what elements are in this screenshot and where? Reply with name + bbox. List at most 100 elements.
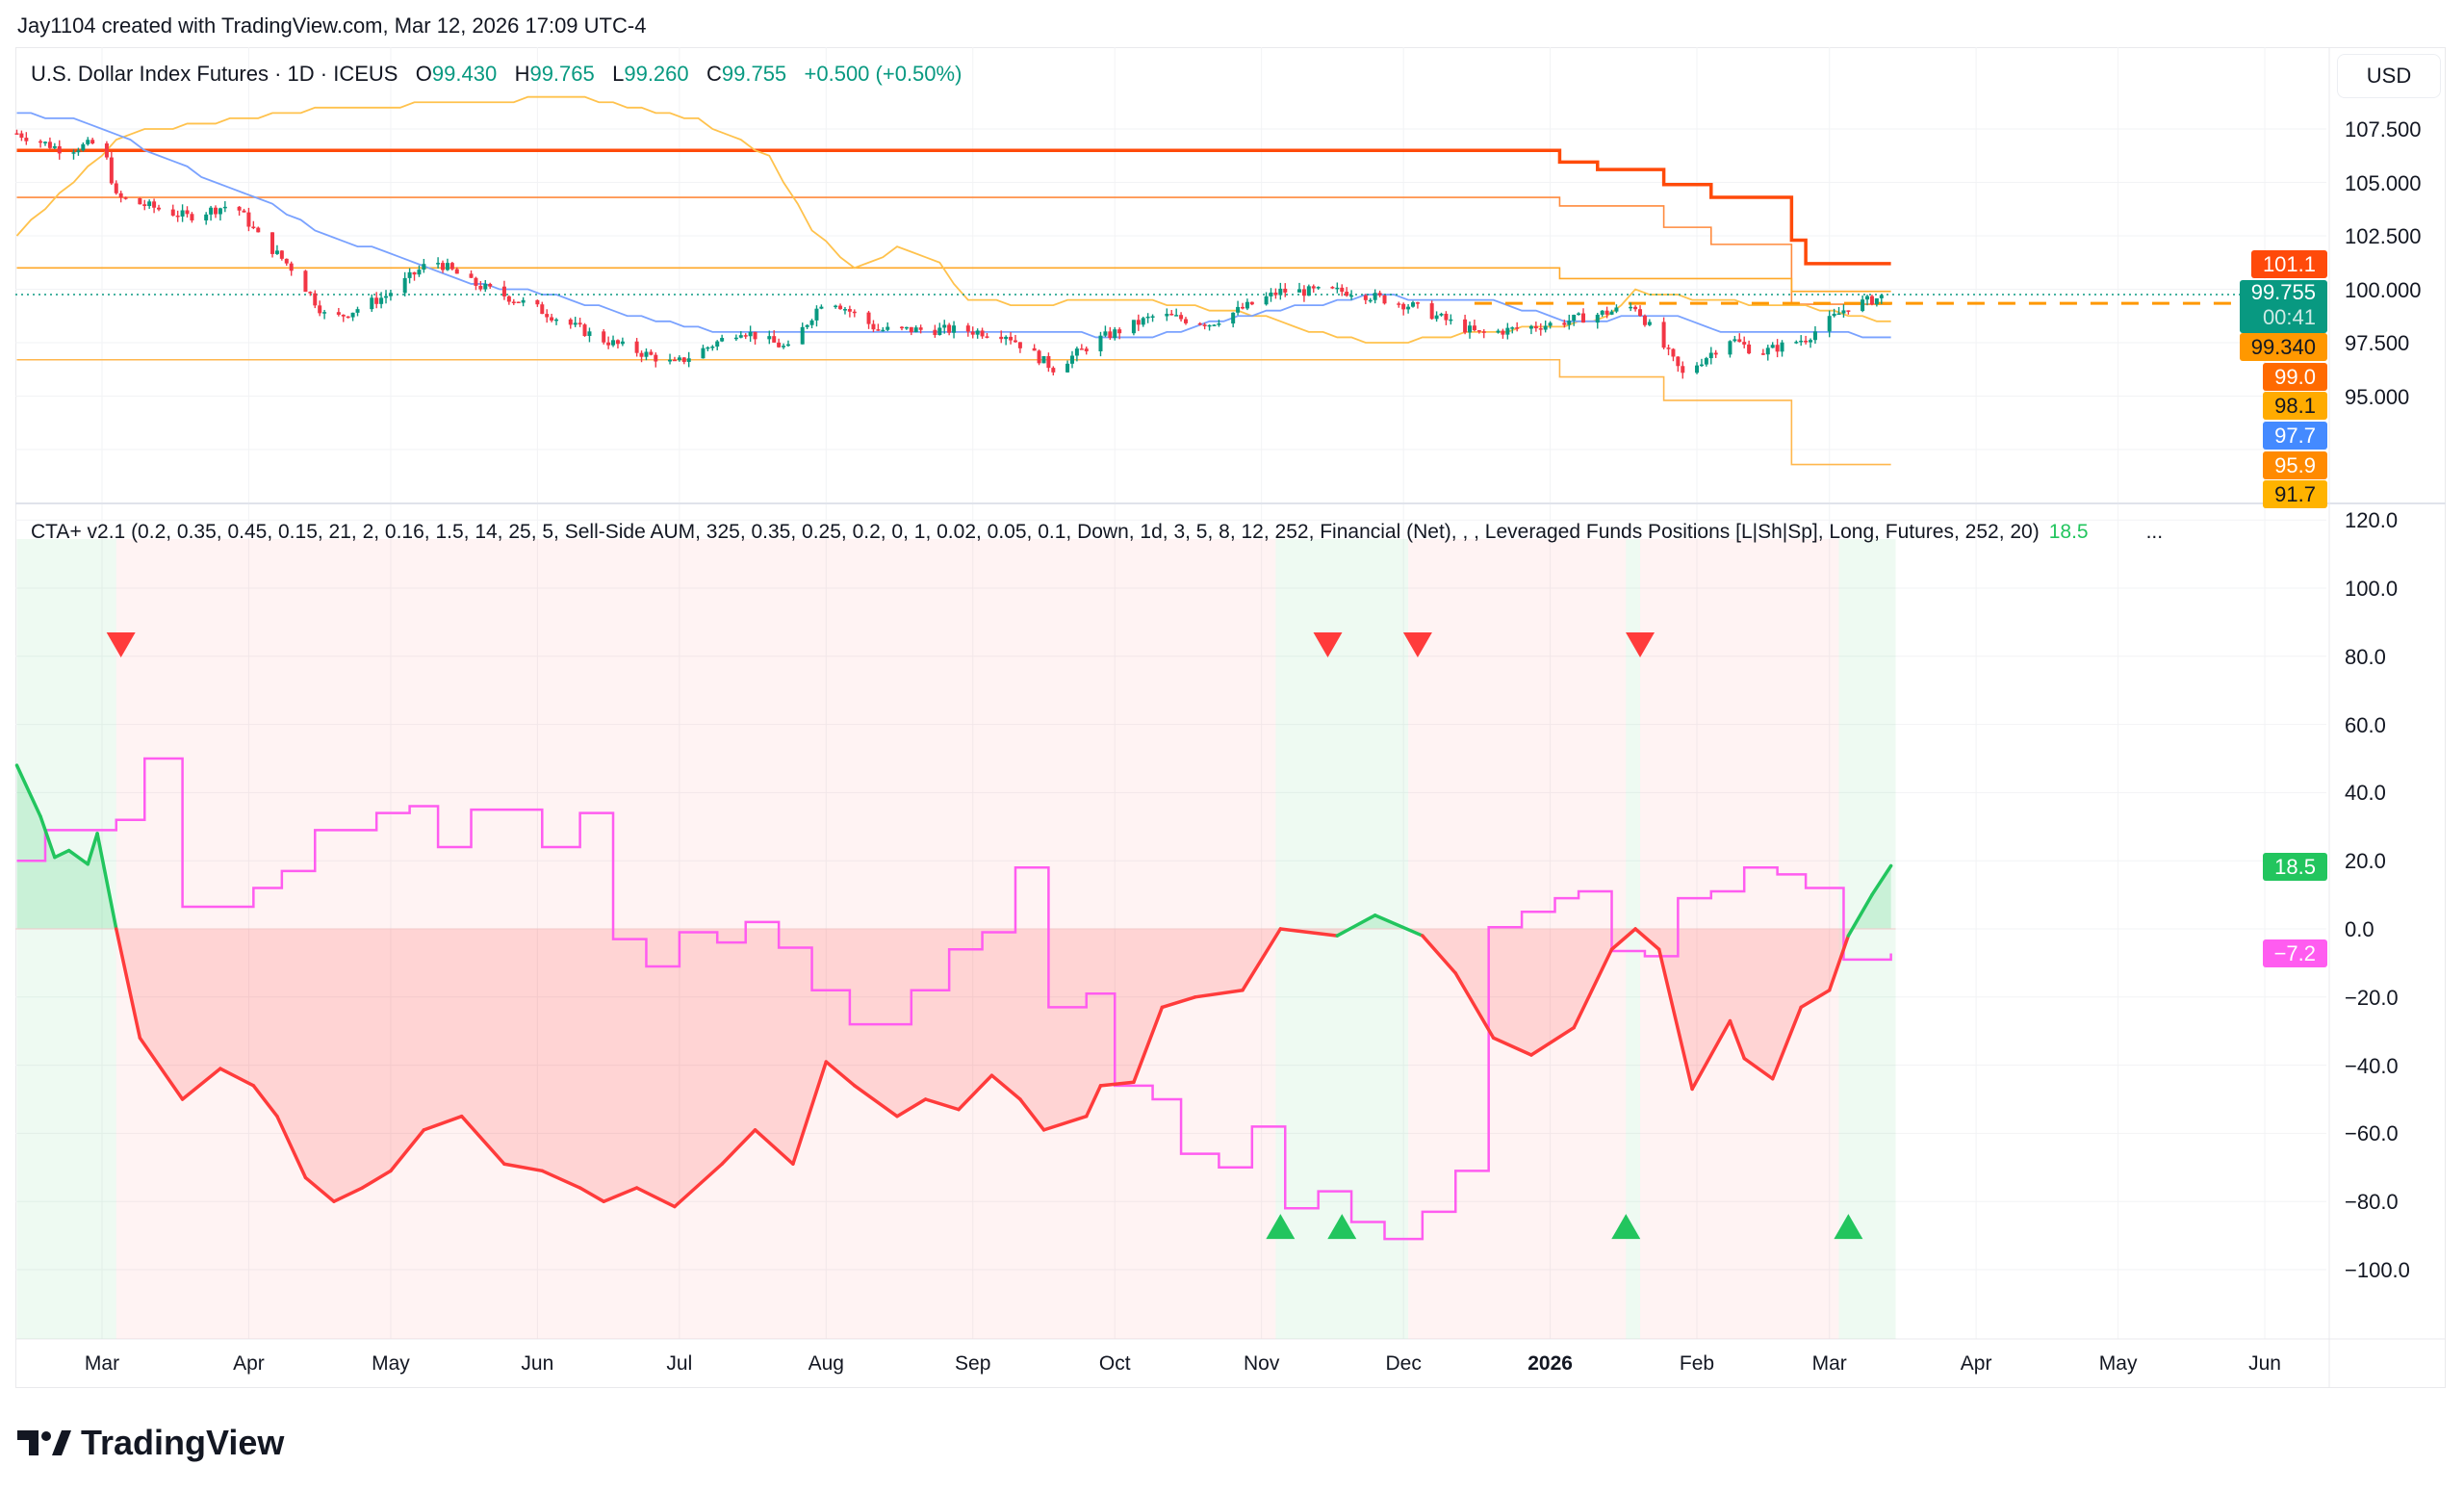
time-axis-tick: May <box>372 1352 410 1375</box>
price-axis-tick: 95.000 <box>2345 384 2410 409</box>
cta-line-segment <box>138 1036 185 1101</box>
cta-line-segment <box>1799 988 1832 1010</box>
cta-line-segment <box>53 848 71 860</box>
cta-line-segment <box>459 1114 506 1167</box>
candle-body <box>772 336 777 343</box>
candle-body <box>611 340 616 346</box>
candle-body <box>412 271 417 275</box>
candle-body <box>138 198 142 205</box>
candle-body <box>1165 313 1169 317</box>
candle-body <box>1217 323 1221 325</box>
indicator-more-button[interactable]: ... <box>2145 521 2164 543</box>
candle-body <box>1449 319 1453 322</box>
candle-body <box>777 342 782 347</box>
indicator-axis-tick: 40.0 <box>2345 781 2386 806</box>
candle-body <box>1444 313 1449 321</box>
candle-body <box>1676 356 1681 367</box>
candle-body <box>1051 368 1056 373</box>
sell-signal-triangle <box>1626 632 1656 658</box>
candle-body <box>1604 310 1609 315</box>
candle-body <box>1681 366 1685 373</box>
candle-body <box>289 263 294 271</box>
candle-body <box>1439 313 1444 316</box>
candle-body <box>1297 289 1302 293</box>
indicator-name[interactable]: CTA+ v2.1 (0.2, 0.35, 0.45, 0.15, 21, 2,… <box>31 521 2040 543</box>
candle-body <box>1306 286 1311 296</box>
candle-body <box>1704 358 1708 365</box>
tradingview-logo[interactable]: TradingView <box>17 1423 284 1463</box>
candle-body <box>1098 335 1103 351</box>
indicator-axis-tick: −60.0 <box>2345 1121 2399 1146</box>
high-value: 99.765 <box>529 62 595 86</box>
cta-line-segment <box>1098 1080 1136 1088</box>
cta-line-segment <box>602 1186 639 1203</box>
candle-body <box>540 304 545 315</box>
candle-body <box>1846 310 1851 312</box>
cta-line-segment <box>1041 1114 1089 1132</box>
time-axis-tick: Mar <box>84 1352 120 1375</box>
indicator-value-label: 18.5 <box>2263 852 2327 881</box>
cta-line-segment <box>1742 1056 1775 1081</box>
candle-body <box>1609 311 1614 315</box>
candle-body <box>1827 316 1832 332</box>
candle-body <box>104 143 109 158</box>
candle-body <box>303 270 308 293</box>
candle-body <box>1037 350 1041 364</box>
buy-signal-triangle <box>1266 1214 1296 1240</box>
cta-line-segment <box>1846 892 1874 938</box>
candle-body <box>204 214 209 220</box>
currency-button[interactable]: USD <box>2337 54 2441 98</box>
candle-body <box>1770 345 1775 348</box>
candle-body <box>1301 289 1306 296</box>
candle-body <box>180 210 185 217</box>
candle-body <box>417 270 422 275</box>
candle-body <box>1528 325 1533 329</box>
candle-body <box>733 337 738 340</box>
candle-body <box>190 214 194 220</box>
price-axis-tick: 100.000 <box>2345 277 2422 302</box>
candle-body <box>86 140 90 144</box>
candle-body <box>1533 325 1538 329</box>
candle-body <box>1879 295 1884 298</box>
cta-line-segment <box>1609 927 1637 951</box>
cta-line-segment <box>1870 863 1893 897</box>
time-axis-tick: Dec <box>1385 1352 1422 1375</box>
candle-body <box>686 358 691 362</box>
candle-body <box>501 286 506 296</box>
symbol-name[interactable]: U.S. Dollar Index Futures · 1D · ICEUS <box>31 62 398 86</box>
candle-body <box>436 263 441 265</box>
candle-body <box>715 341 720 347</box>
chart-frame <box>15 47 2446 1388</box>
candle-body <box>1169 313 1174 316</box>
cta-line-segment <box>1529 1025 1576 1057</box>
candle-body <box>402 277 407 294</box>
candle-body <box>1117 329 1122 334</box>
cta-line-segment <box>251 1084 279 1119</box>
candle-body <box>1145 316 1150 319</box>
candle-body <box>1629 306 1633 309</box>
time-axis-tick: Nov <box>1243 1352 1280 1375</box>
indicator-axis-tick: 120.0 <box>2345 508 2399 533</box>
candle-body <box>834 305 838 308</box>
cta-negative-fill <box>16 929 1891 1207</box>
candle-body <box>407 271 412 278</box>
candle-body <box>942 324 947 328</box>
cta-line-segment <box>275 1114 308 1180</box>
chart-credit: Jay1104 created with TradingView.com, Ma… <box>17 13 647 38</box>
indicator-axis-tick: −100.0 <box>2345 1258 2410 1282</box>
cta-line-segment <box>422 1114 464 1132</box>
candle-body <box>1429 303 1434 320</box>
cta-line-segment <box>824 1060 857 1088</box>
price-label: 99.0 <box>2263 363 2327 391</box>
candle-body <box>1496 330 1501 333</box>
candle-body <box>1538 328 1543 330</box>
candle-body <box>706 347 710 349</box>
cta-line-segment <box>1241 927 1283 992</box>
candle-body <box>748 331 753 337</box>
candle-body <box>866 312 871 324</box>
candle-body <box>1079 348 1084 350</box>
candle-body <box>1236 306 1241 313</box>
candle-body <box>1174 315 1179 317</box>
candle-body <box>582 324 587 337</box>
